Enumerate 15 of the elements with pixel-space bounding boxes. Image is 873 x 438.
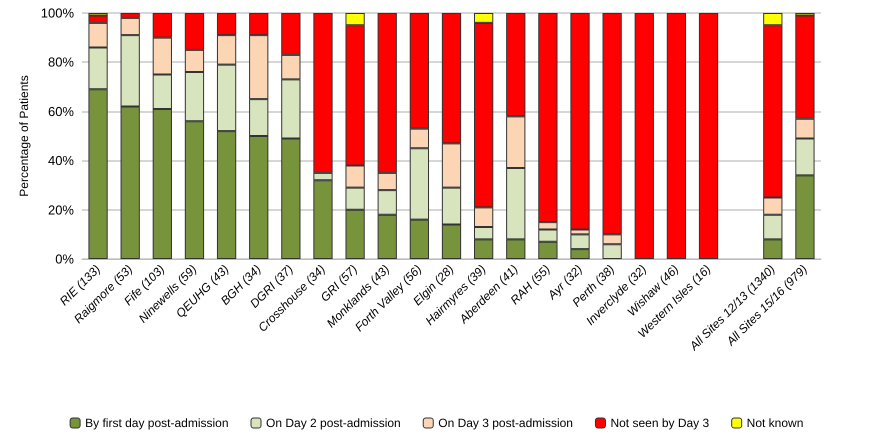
bar <box>698 13 718 259</box>
y-axis-title: Percentage of Patients <box>16 75 31 197</box>
y-tick-label: 0% <box>55 252 74 266</box>
legend-label: On Day 2 post-admission <box>266 416 401 430</box>
legend-label: By first day post-admission <box>85 416 229 430</box>
y-tick-label: 40% <box>48 153 74 168</box>
y-tick-label: 60% <box>48 104 74 119</box>
bar <box>634 13 654 259</box>
y-tick-label: 100% <box>40 6 74 20</box>
legend-label: Not seen by Day 3 <box>610 416 710 430</box>
legend-label: Not known <box>746 416 804 430</box>
bar <box>666 13 686 259</box>
legend-label: On Day 3 post-admission <box>438 416 573 430</box>
y-tick-label: 20% <box>48 202 74 218</box>
y-tick-label: 80% <box>48 54 74 70</box>
